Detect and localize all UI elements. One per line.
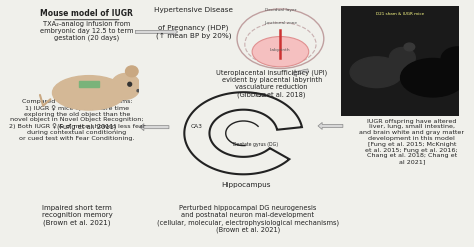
Text: Hypertensive Disease: Hypertensive Disease — [154, 7, 233, 14]
Text: Mouse model of IUGR: Mouse model of IUGR — [40, 9, 133, 18]
Text: Perturbed hippocampal DG neurogenesis
and postnatal neuron mal-development
(cell: Perturbed hippocampal DG neurogenesis an… — [157, 205, 339, 233]
Text: Impaired short term
recognition memory
(Brown et al. 2021): Impaired short term recognition memory (… — [42, 205, 112, 226]
Text: of Pregnancy (HDP)
(↑ mean BP by 20%): of Pregnancy (HDP) (↑ mean BP by 20%) — [156, 25, 231, 39]
Text: Uteroplacental insufficiency (UPI)
evident by placental labyrinth
vasculature re: Uteroplacental insufficiency (UPI) evide… — [216, 70, 328, 98]
Text: TXA₂-analog infusion from
embryonic day 12.5 to term
gestation (20 days): TXA₂-analog infusion from embryonic day … — [40, 21, 134, 41]
Text: IUGR offspring have altered
liver, lung, small intestine,
and brain white and gr: IUGR offspring have altered liver, lung,… — [359, 119, 465, 164]
Text: Compared to sex-matched shams:
1) IUGR ♀ mice spent more time
exploring the old : Compared to sex-matched shams: 1) IUGR ♀… — [9, 99, 145, 141]
Text: Hippocampus: Hippocampus — [221, 182, 270, 188]
Text: (Fung et al. 2011): (Fung et al. 2011) — [57, 124, 117, 130]
